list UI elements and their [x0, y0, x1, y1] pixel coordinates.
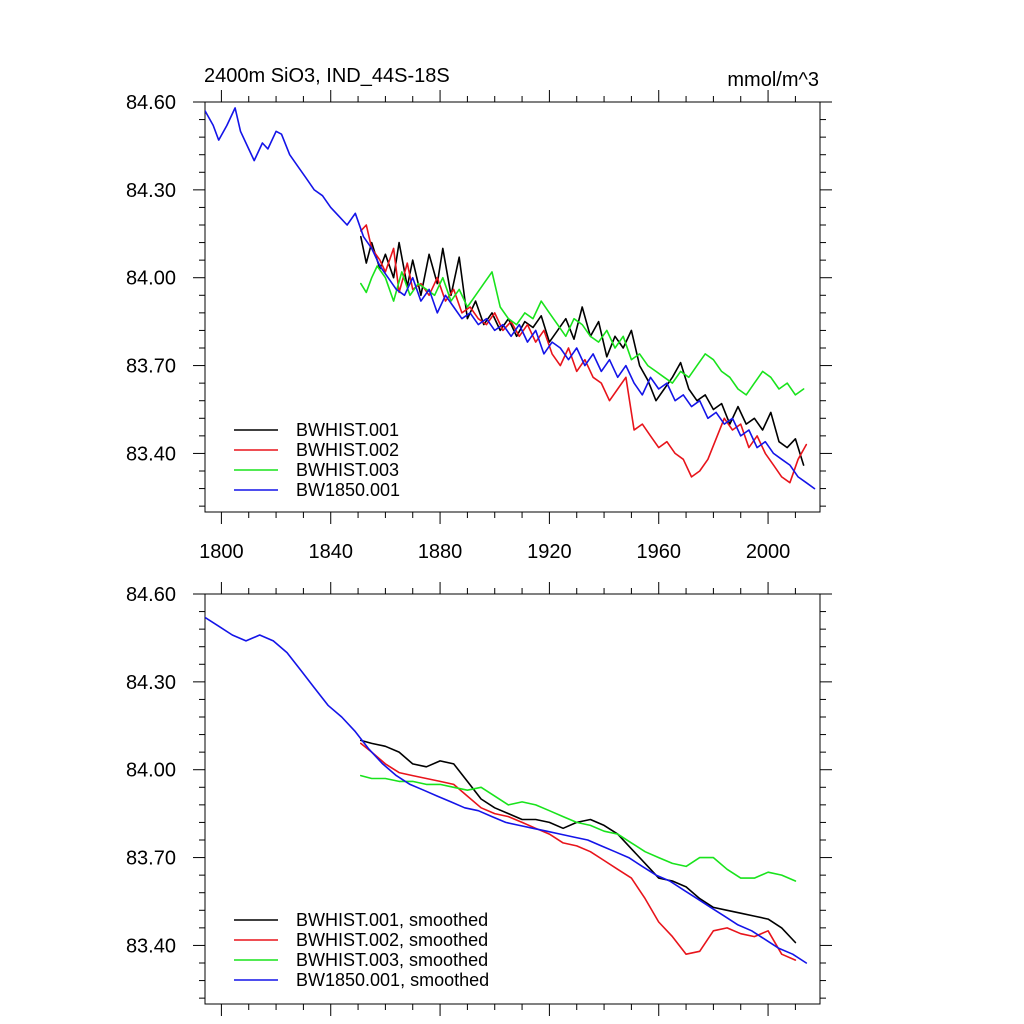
top-y-tick-label: 84.30	[126, 180, 176, 202]
top-legend-label-bwhist-001: BWHIST.001	[296, 420, 399, 440]
bottom-series-line-bw1850-001	[205, 616, 808, 964]
bottom-series-line-bwhist-002	[359, 742, 797, 961]
top-x-tick-label: 1840	[308, 541, 353, 563]
bottom-legend-label-bwhist-002: BWHIST.002, smoothed	[296, 930, 488, 950]
top-legend-label-bwhist-003: BWHIST.003	[296, 460, 399, 480]
bottom-plot-frame	[204, 593, 821, 1005]
top-y-tick-label: 83.70	[126, 356, 176, 378]
top-x-tick-label: 1960	[636, 541, 681, 563]
bottom-legend-label-bwhist-003: BWHIST.003, smoothed	[296, 950, 488, 970]
bottom-y-tick-label: 84.30	[126, 672, 176, 694]
top-series-line-bwhist-001	[359, 235, 805, 466]
top-legend-label-bwhist-002: BWHIST.002	[296, 440, 399, 460]
chart-title: 2400m SiO3, IND_44S-18S	[204, 65, 450, 87]
bottom-y-tick-label: 83.70	[126, 848, 176, 870]
panel-bottom-plot: 84.60 84.30 84.00 83.70 83.40 BWHIST.001, smo…	[126, 582, 832, 1016]
top-plot-frame	[204, 101, 821, 513]
top-x-tick-label: 2000	[746, 541, 791, 563]
panel-top-plot: 1800 1840 1880 1920 1960 2000 84.60 84.30 84.00 8…	[126, 90, 832, 563]
top-x-tick-label: 1880	[418, 541, 463, 563]
top-y-tick-label: 84.60	[126, 92, 176, 114]
top-x-tick-label: 1800	[199, 541, 244, 563]
bottom-y-tick-label: 84.60	[126, 584, 176, 606]
bottom-y-tick-label: 84.00	[126, 760, 176, 782]
top-y-tick-label: 84.00	[126, 268, 176, 290]
bottom-legend-label-bwhist-001: BWHIST.001, smoothed	[296, 910, 488, 930]
bottom-y-tick-label: 83.40	[126, 935, 176, 957]
chart-units: mmol/m^3	[727, 69, 819, 91]
top-y-tick-label: 83.40	[126, 443, 176, 465]
bottom-series-line-bwhist-003	[359, 774, 797, 882]
top-x-tick-label: 1920	[527, 541, 572, 563]
top-series-line-bwhist-003	[359, 265, 805, 396]
top-series-line-bw1850-001	[205, 107, 816, 490]
bottom-legend-label-bw1850-001: BW1850.001, smoothed	[296, 970, 489, 990]
top-legend-label-bw1850-001: BW1850.001	[296, 480, 400, 500]
